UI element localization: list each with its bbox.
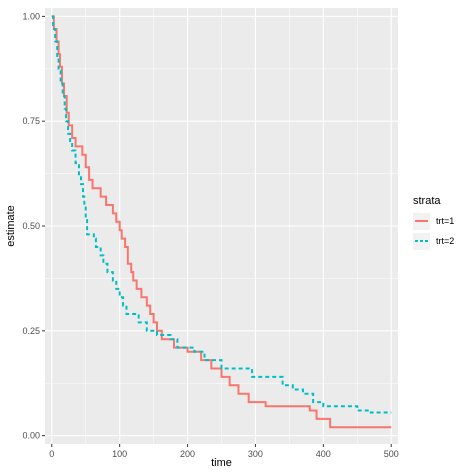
legend-title: strata [413,195,441,207]
y-axis: 0.00 0.25 0.50 0.75 1.00 [22,11,45,441]
y-tick-label: 0.50 [22,221,40,231]
x-tick-label: 0 [49,449,54,459]
legend-label-1: trt=1 [436,216,454,226]
y-tick-label: 0.00 [22,431,40,441]
x-tick-label: 300 [248,449,263,459]
series-layer [51,15,392,429]
x-axis: 0 100 200 300 400 500 [49,444,399,459]
x-tick-label: 200 [180,449,195,459]
x-tick-label: 400 [316,449,331,459]
legend: strata trt=1 trt=2 [413,195,454,250]
series-line-2 [51,15,392,414]
y-tick-label: 1.00 [22,11,40,21]
x-tick-label: 500 [384,449,399,459]
y-tick-label: 0.75 [22,116,40,126]
x-axis-title: time [211,457,232,469]
y-tick-label: 0.25 [22,326,40,336]
y-axis-title: estimate [5,205,17,247]
legend-label-2: trt=2 [436,236,454,246]
x-tick-label: 100 [112,449,127,459]
series-line-1 [51,15,392,429]
